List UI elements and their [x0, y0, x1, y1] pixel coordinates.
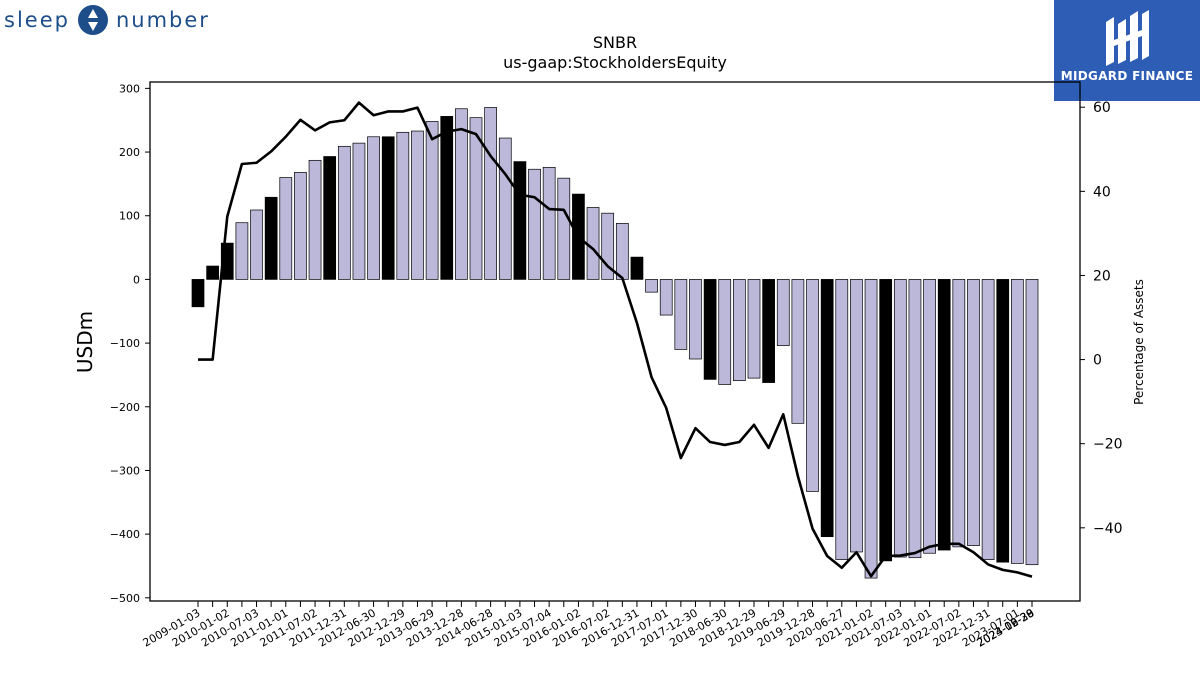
bar [308, 159, 322, 280]
sleep-number-logo: sleep number [4, 2, 210, 38]
bar [864, 279, 878, 579]
bar [586, 207, 600, 280]
bar [528, 168, 541, 280]
midgard-finance-logo: MIDGARD FINANCE [1054, 0, 1200, 101]
bar [645, 279, 658, 293]
bar [791, 279, 805, 424]
y-tick-label: −200 [110, 401, 140, 414]
bar [381, 136, 395, 280]
y-axis-label: USDm [73, 311, 97, 373]
y2-axis-label: Percentage of Assets [1132, 279, 1146, 405]
bar [498, 137, 512, 280]
y-tick-label: 200 [119, 146, 140, 159]
bar [396, 131, 410, 280]
bar [337, 145, 351, 280]
bar [425, 121, 439, 280]
bar [630, 256, 644, 280]
midgard-emblem-icon [1106, 10, 1149, 66]
bar [411, 130, 424, 280]
y-tick-label: 100 [119, 210, 140, 223]
y2-tick-label: 40 [1093, 184, 1111, 200]
bar [893, 279, 907, 558]
logo-text-number: number [115, 8, 210, 32]
y2-tick-label: 0 [1093, 353, 1102, 369]
bar [235, 222, 249, 280]
x-axis: 2009-01-032010-01-022010-07-032011-01-01… [141, 601, 1037, 650]
bar [455, 108, 468, 280]
bar [1011, 279, 1024, 564]
logo-diamond-icon [77, 5, 108, 35]
bar [367, 136, 380, 280]
bar [1025, 279, 1039, 566]
y-tick-label: 0 [133, 273, 140, 286]
bar [820, 279, 834, 538]
y2-tick-label: 60 [1093, 100, 1111, 116]
bar [469, 117, 483, 280]
bar [776, 279, 790, 346]
y2-tick-label: −20 [1093, 437, 1123, 453]
bar [981, 279, 995, 560]
bar [718, 279, 732, 385]
y-tick-label: −300 [110, 464, 140, 477]
bar [206, 265, 219, 280]
percentage-line [198, 101, 1033, 578]
chart-subtitle: us-gaap:StockholdersEquity [503, 53, 727, 72]
y2-tick-label: 20 [1093, 268, 1111, 284]
bar [703, 279, 717, 380]
bar [191, 279, 205, 308]
bar [264, 196, 278, 280]
bar [923, 279, 936, 554]
bar [952, 279, 966, 548]
bar [689, 279, 702, 360]
bar [279, 177, 293, 280]
bar [937, 279, 951, 551]
y-tick-label: 300 [119, 82, 140, 95]
bar-series [191, 107, 1039, 579]
y-axis-right: 60 40 20 0 −20 −40 [1080, 100, 1123, 537]
bar [484, 107, 497, 280]
bar [615, 223, 629, 280]
bar [747, 279, 761, 379]
bar [996, 279, 1010, 563]
bar [733, 279, 746, 382]
bar [294, 172, 307, 280]
bar [557, 177, 571, 280]
y-tick-label: −400 [110, 528, 140, 541]
chart-title: SNBR [593, 33, 637, 52]
bar [762, 279, 775, 383]
bar [542, 166, 556, 280]
logo-brand-text: MIDGARD FINANCE [1060, 69, 1194, 83]
bar [352, 142, 366, 280]
logo-text-sleep: sleep [4, 8, 70, 32]
bar [250, 209, 263, 280]
line-series [198, 101, 1033, 578]
bar [908, 279, 922, 559]
plot-frame [149, 81, 1081, 602]
bar [323, 156, 337, 280]
y-tick-label: −500 [110, 592, 140, 605]
bar [659, 279, 673, 316]
bar [674, 279, 688, 350]
y-axis-left: 300 200 100 0 −100 −200 −300 −400 −500 [110, 82, 150, 605]
bar [850, 279, 863, 553]
bar [967, 279, 980, 546]
bar [440, 116, 454, 280]
bar [879, 279, 893, 562]
y-tick-label: −100 [110, 337, 140, 350]
bar [835, 279, 849, 560]
y2-tick-label: −40 [1093, 521, 1123, 537]
bar [513, 161, 527, 280]
bar [806, 279, 819, 492]
